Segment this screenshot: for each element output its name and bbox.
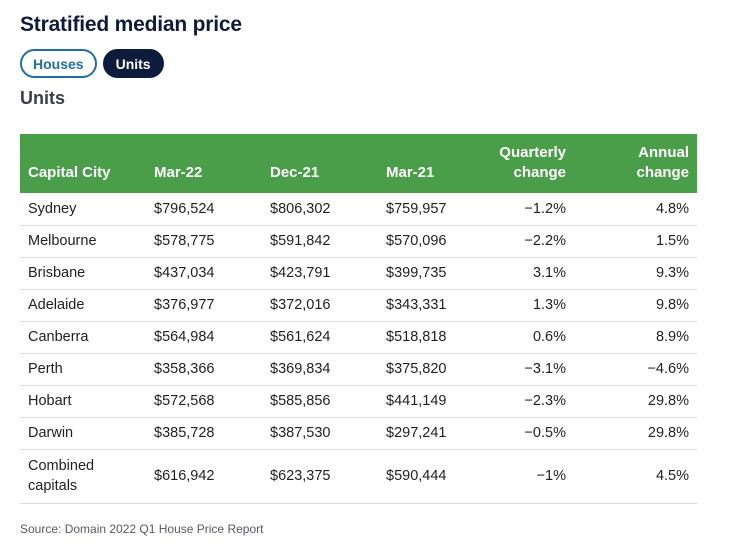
table-header-row: Capital City Mar-22 Dec-21 Mar-21 Quarte…	[20, 134, 697, 193]
cell-mar-21: $518,818	[378, 321, 478, 354]
cell-capital-city: Hobart	[20, 385, 146, 418]
cell-quarterly-change: −3.1%	[478, 353, 574, 386]
cell-mar-21: $399,735	[378, 257, 478, 290]
table-row: Melbourne $578,775 $591,842 $570,096 −2.2% 1.…	[20, 225, 697, 258]
cell-mar-22: $564,984	[146, 321, 262, 354]
cell-mar-22: $616,942	[146, 449, 262, 504]
cell-dec-21: $561,624	[262, 321, 378, 354]
header-quarterly-change: Quarterly change	[478, 134, 574, 193]
cell-mar-21: $343,331	[378, 289, 478, 322]
cell-annual-change: 9.8%	[574, 289, 697, 322]
cell-dec-21: $372,016	[262, 289, 378, 322]
cell-mar-22: $376,977	[146, 289, 262, 322]
page-title: Stratified median price	[20, 13, 242, 36]
table-row: Adelaide $376,977 $372,016 $343,331 1.3% 9.8%	[20, 289, 697, 322]
price-table-container: Capital City Mar-22 Dec-21 Mar-21 Quarte…	[20, 134, 697, 504]
cell-quarterly-change: −2.2%	[478, 225, 574, 258]
cell-dec-21: $806,302	[262, 193, 378, 226]
cell-mar-21: $375,820	[378, 353, 478, 386]
cell-annual-change: −4.6%	[574, 353, 697, 386]
cell-dec-21: $585,856	[262, 385, 378, 418]
cell-capital-city: Darwin	[20, 417, 146, 450]
cell-mar-22: $437,034	[146, 257, 262, 290]
cell-quarterly-change: 1.3%	[478, 289, 574, 322]
source-note: Source: Domain 2022 Q1 House Price Repor…	[20, 522, 264, 536]
header-dec-21: Dec-21	[270, 164, 320, 181]
cell-capital-city: Canberra	[20, 321, 146, 354]
cell-annual-change: 4.5%	[574, 449, 697, 504]
cell-annual-change: 4.8%	[574, 193, 697, 226]
table-row: Hobart $572,568 $585,856 $441,149 −2.3% 29.8%	[20, 385, 697, 418]
property-type-tabs: Houses Units	[20, 49, 164, 78]
header-quarterly-line1: Quarterly	[499, 144, 566, 161]
cell-capital-city: Brisbane	[20, 257, 146, 290]
cell-capital-city: Adelaide	[20, 289, 146, 322]
cell-quarterly-change: 0.6%	[478, 321, 574, 354]
header-mar-21: Mar-21	[386, 164, 435, 181]
cell-quarterly-change: −1.2%	[478, 193, 574, 226]
cell-dec-21: $423,791	[262, 257, 378, 290]
cell-quarterly-change: −2.3%	[478, 385, 574, 418]
header-annual-change: Annual change	[574, 134, 697, 193]
cell-annual-change: 9.3%	[574, 257, 697, 290]
tab-units[interactable]: Units	[102, 49, 164, 78]
cell-dec-21: $369,834	[262, 353, 378, 386]
cell-annual-change: 29.8%	[574, 417, 697, 450]
cell-mar-22: $358,366	[146, 353, 262, 386]
header-annual-line1: Annual	[638, 144, 689, 161]
cell-quarterly-change: 3.1%	[478, 257, 574, 290]
cell-capital-city: Combined capitals	[20, 449, 146, 504]
cell-mar-21: $759,957	[378, 193, 478, 226]
cell-capital-city: Sydney	[20, 193, 146, 226]
table-row: Brisbane $437,034 $423,791 $399,735 3.1% 9.3%	[20, 257, 697, 290]
cell-mar-22: $385,728	[146, 417, 262, 450]
table-row: Sydney $796,524 $806,302 $759,957 −1.2% 4.8%	[20, 193, 697, 226]
cell-capital-city: Melbourne	[20, 225, 146, 258]
cell-mar-22: $572,568	[146, 385, 262, 418]
table-row: Darwin $385,728 $387,530 $297,241 −0.5% 29.8%	[20, 417, 697, 450]
table-row: Combined capitals $616,942 $623,375 $590,44…	[20, 449, 697, 504]
cell-mar-21: $590,444	[378, 449, 478, 504]
cell-mar-21: $297,241	[378, 417, 478, 450]
table-row: Canberra $564,984 $561,624 $518,818 0.6% 8.9%	[20, 321, 697, 354]
cell-mar-21: $441,149	[378, 385, 478, 418]
table-row: Perth $358,366 $369,834 $375,820 −3.1% −4.6%	[20, 353, 697, 386]
header-capital-city: Capital City	[28, 164, 111, 181]
table-body: Sydney $796,524 $806,302 $759,957 −1.2% 4.8% M…	[20, 193, 697, 504]
cell-quarterly-change: −0.5%	[478, 417, 574, 450]
cell-annual-change: 8.9%	[574, 321, 697, 354]
tab-houses[interactable]: Houses	[20, 49, 97, 78]
header-mar-22: Mar-22	[154, 164, 203, 181]
header-annual-line2: change	[636, 164, 689, 181]
cell-mar-22: $578,775	[146, 225, 262, 258]
cell-dec-21: $623,375	[262, 449, 378, 504]
cell-capital-city: Perth	[20, 353, 146, 386]
cell-dec-21: $591,842	[262, 225, 378, 258]
cell-quarterly-change: −1%	[478, 449, 574, 504]
price-table: Capital City Mar-22 Dec-21 Mar-21 Quarte…	[20, 134, 697, 504]
section-subtitle: Units	[20, 88, 65, 108]
cell-mar-22: $796,524	[146, 193, 262, 226]
cell-annual-change: 29.8%	[574, 385, 697, 418]
cell-dec-21: $387,530	[262, 417, 378, 450]
cell-mar-21: $570,096	[378, 225, 478, 258]
header-quarterly-line2: change	[513, 164, 566, 181]
cell-annual-change: 1.5%	[574, 225, 697, 258]
